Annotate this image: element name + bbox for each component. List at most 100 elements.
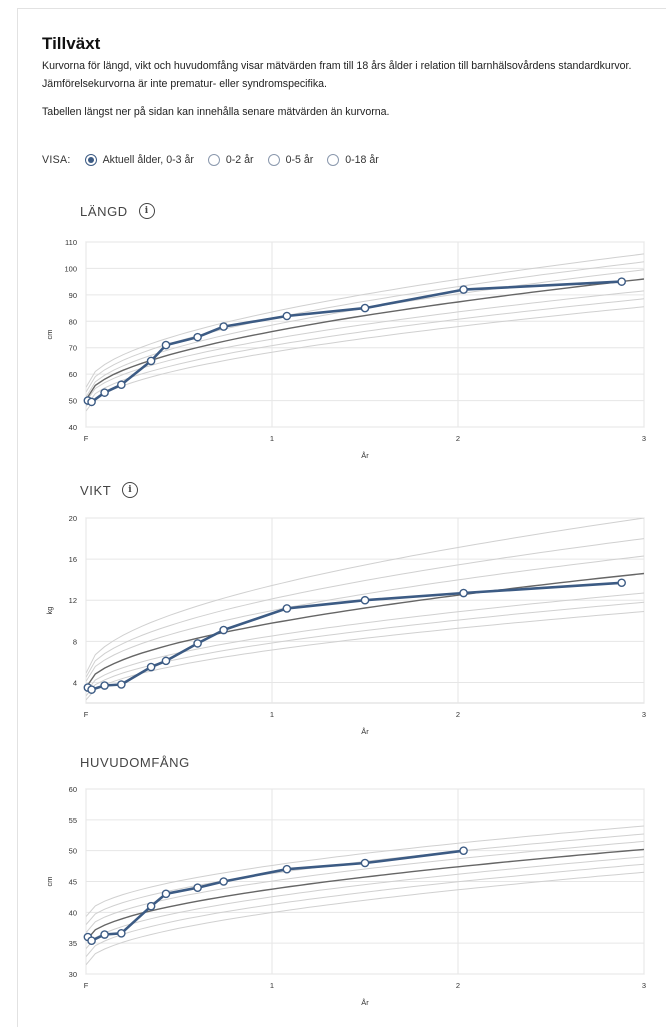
length-y-tick-label: 60 [69,370,77,379]
info-icon[interactable]: i [122,482,139,498]
head-measurement-point [459,846,468,855]
length-measurement-point [117,380,126,390]
weight-x-tick-label: 2 [456,710,460,719]
length-reference-curve [86,298,644,407]
head-measurement-point [193,883,202,892]
weight-x-axis-label: År [361,727,369,736]
head-y-tick-label: 30 [69,970,77,979]
range-option-current-0-3[interactable]: Aktuell ålder, 0-3 år [84,154,194,166]
length-measurement-point [459,285,468,294]
head-reference-curve [86,840,644,934]
length-median-curve [86,278,644,401]
weight-y-tick-label: 20 [69,514,77,523]
head-measurement-point [219,877,228,886]
weight-measurement-point [161,656,171,666]
weight-measurement-point [219,625,228,635]
range-option-label: 0-18 år [345,154,379,166]
head-x-tick-label: 3 [642,981,646,990]
radio-unchecked-icon[interactable] [267,154,280,166]
table-note: Tabellen längst ner på sidan kan innehål… [42,106,390,118]
weight-measurement-point [100,681,109,690]
weight-reference-curve [86,601,644,697]
head-y-tick-label: 60 [69,785,77,794]
length-title-text: LÄNGD [80,203,128,219]
range-option-label: Aktuell ålder, 0-3 år [102,154,194,166]
weight-x-tick-label: 3 [642,710,646,719]
head-reference-curve [86,825,644,917]
weight-title-text: VIKT [80,482,112,498]
length-y-tick-label: 50 [69,397,77,406]
length-measurement-point [146,356,156,366]
head-measurement-point [360,858,370,868]
head-y-axis-label: cm [45,877,54,887]
weight-y-tick-label: 12 [69,596,77,605]
length-reference-curve [86,253,644,388]
radio-unchecked-icon[interactable] [327,154,340,166]
length-y-tick-label: 80 [69,317,77,326]
length-y-axis-label: cm [45,330,54,340]
weight-measurement-point [282,604,292,613]
weight-y-axis-label: kg [45,607,54,615]
length-x-tick-label: 1 [270,434,274,443]
length-y-tick-label: 70 [69,344,77,353]
radio-checked-icon[interactable] [84,154,97,166]
head-reference-curve [86,863,644,958]
weight-chart-title: VIKT i [80,482,139,498]
length-measurement-point [219,322,228,331]
range-option-0-2[interactable]: 0-2 år [207,154,254,166]
page-description: Kurvorna för längd, vikt och huvudomfång… [42,60,632,90]
length-measurement-point [161,340,171,350]
weight-measurement-point [193,639,202,648]
length-y-tick-label: 110 [65,238,77,247]
head-x-tick-label: F [84,981,89,990]
head-measurement-point [282,864,292,874]
head-measurement-point [100,930,109,939]
length-measurement-point [100,388,109,397]
weight-y-tick-label: 8 [73,637,77,646]
weight-measurement-point [87,685,96,694]
weight-reference-curve [86,555,644,682]
head-y-tick-label: 55 [69,816,77,825]
weight-x-tick-label: 1 [270,710,274,719]
length-chart-title: LÄNGD i [80,203,155,219]
range-selector: VISA: Aktuell ålder, 0-3 år 0-2 år 0-5 å… [42,154,393,166]
range-option-0-5[interactable]: 0-5 år [267,154,314,166]
length-reference-curve [86,306,644,412]
head-title-text: HUVUDOMFÅNG [80,755,190,770]
length-measurement-point [193,332,202,342]
head-x-axis-label: År [361,998,369,1007]
length-measurement-point [617,277,626,286]
head-median-curve [86,848,644,942]
weight-measurement-point [617,578,626,588]
head-y-tick-label: 45 [69,878,77,887]
length-y-tick-label: 90 [69,291,77,300]
weight-measurement-point [117,680,126,689]
weight-y-tick-label: 4 [73,678,77,687]
head-chart-title: HUVUDOMFÅNG [80,755,190,770]
length-x-tick-label: 2 [456,434,460,443]
content-frame [17,8,666,1027]
weight-measurement-point [360,595,370,605]
weight-measurement-point [459,588,468,598]
weight-measurement-point [146,662,156,672]
head-y-tick-label: 50 [69,847,77,856]
range-option-0-18[interactable]: 0-18 år [327,154,379,166]
info-icon[interactable]: i [138,203,155,219]
length-plot-area [85,241,645,428]
length-y-tick-label: 100 [64,264,77,273]
page-title: Tillväxt [42,34,101,53]
head-x-tick-label: 1 [270,981,274,990]
head-x-tick-label: 2 [456,981,460,990]
radio-unchecked-icon[interactable] [207,154,220,166]
head-measurement-point [117,929,126,938]
range-option-label: 0-2 år [225,154,254,166]
head-y-tick-label: 40 [69,908,77,917]
length-measurement-point [282,311,292,321]
length-measurement-point [87,397,96,407]
head-reference-curve [86,871,644,966]
range-option-label: 0-5 år [285,154,314,166]
weight-reference-curve [86,518,644,674]
weight-reference-curve [86,538,644,678]
length-x-axis-label: År [361,451,369,460]
